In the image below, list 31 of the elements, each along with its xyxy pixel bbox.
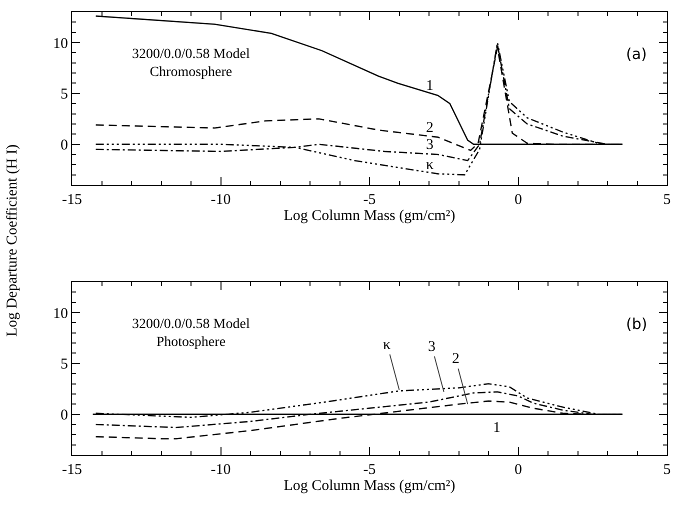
y-tick-label: 5 [60,356,68,373]
x-tick-label: 0 [514,462,522,478]
x-tick-label: -10 [210,462,231,478]
y-axis-title: Log Departure Coefficient (H I) [4,143,22,339]
x-tick-label: 5 [663,192,671,208]
y-tick-label: 10 [53,36,68,52]
y-tick-label: 10 [53,306,68,322]
x-axis-title: Log Column Mass (gm/cm²) [284,478,456,494]
x-tick-label: -15 [62,192,82,208]
y-tick-label: 0 [60,138,68,154]
annotation: 1 [493,420,500,436]
x-tick-label: -5 [363,462,376,478]
annotation: 1 [426,78,434,94]
y-tick-label: 5 [60,86,68,103]
annotation: κ [426,157,434,173]
annotation: (b) [626,315,648,333]
x-tick-label: -5 [363,192,376,208]
annotation: 3200/0.0/0.58 Model Photosphere [132,317,250,350]
annotation: 3200/0.0/0.58 Model Chromosphere [132,47,250,80]
annotation: 3 [426,137,434,153]
annotation: κ [383,337,391,353]
y-tick-label: 0 [60,408,68,424]
x-tick-label: -15 [62,462,82,478]
x-tick-label: 5 [663,462,671,478]
annotation: 3 [428,339,436,355]
annotation: 2 [426,120,434,136]
annotation: 2 [452,351,460,367]
x-tick-label: 0 [514,192,522,208]
annotation: (a) [626,45,647,63]
x-axis-title: Log Column Mass (gm/cm²) [284,208,456,224]
x-tick-label: -10 [210,192,231,208]
